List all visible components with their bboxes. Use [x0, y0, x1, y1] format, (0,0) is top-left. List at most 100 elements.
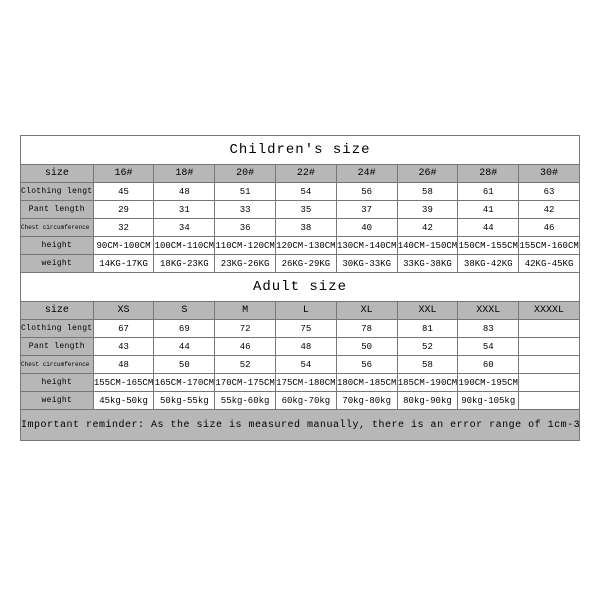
adult-label-height: height — [21, 374, 94, 392]
children-size-4: 24# — [336, 165, 397, 183]
table-cell: 75 — [276, 320, 337, 338]
children-label-height: height — [21, 237, 94, 255]
table-cell: 110CM-120CM — [215, 237, 276, 255]
table-cell: 165CM-170CM — [154, 374, 215, 392]
table-cell: 54 — [276, 183, 337, 201]
table-cell: 42KG-45KG — [519, 255, 580, 273]
children-label-chest: Chest circumference 1/2 — [21, 219, 94, 237]
table-cell: 37 — [336, 201, 397, 219]
table-cell: 70kg-80kg — [336, 392, 397, 410]
table-cell: 55kg-60kg — [215, 392, 276, 410]
table-cell: 90kg-105kg — [458, 392, 519, 410]
table-cell: 36 — [215, 219, 276, 237]
table-cell: 54 — [458, 338, 519, 356]
table-cell: 190CM-195CM — [458, 374, 519, 392]
table-cell — [519, 374, 580, 392]
table-cell: 72 — [215, 320, 276, 338]
children-size-7: 30# — [519, 165, 580, 183]
table-cell: 30KG-33KG — [336, 255, 397, 273]
table-cell — [519, 338, 580, 356]
table-cell: 155CM-165CM — [93, 374, 154, 392]
table-cell: 63 — [519, 183, 580, 201]
children-label-pant: Pant length — [21, 201, 94, 219]
table-cell: 31 — [154, 201, 215, 219]
table-cell: 48 — [93, 356, 154, 374]
adult-size-1: S — [154, 302, 215, 320]
table-cell: 33 — [215, 201, 276, 219]
table-cell: 58 — [397, 183, 458, 201]
table-cell: 34 — [154, 219, 215, 237]
adult-size-3: L — [276, 302, 337, 320]
table-cell: 60kg-70kg — [276, 392, 337, 410]
table-cell: 60 — [458, 356, 519, 374]
table-cell — [519, 356, 580, 374]
table-cell: 14KG-17KG — [93, 255, 154, 273]
table-cell: 52 — [397, 338, 458, 356]
table-cell: 90CM-100CM — [93, 237, 154, 255]
table-cell: 50 — [154, 356, 215, 374]
table-cell: 61 — [458, 183, 519, 201]
table-cell: 38 — [276, 219, 337, 237]
table-cell: 42 — [397, 219, 458, 237]
children-label-weight: weight — [21, 255, 94, 273]
children-label-size: size — [21, 165, 94, 183]
table-cell: 150CM-155CM — [458, 237, 519, 255]
adult-label-size: size — [21, 302, 94, 320]
table-cell — [519, 320, 580, 338]
table-cell: 32 — [93, 219, 154, 237]
table-cell: 45 — [93, 183, 154, 201]
children-size-1: 18# — [154, 165, 215, 183]
table-cell: 46 — [519, 219, 580, 237]
table-cell: 185CM-190CM — [397, 374, 458, 392]
table-cell: 56 — [336, 183, 397, 201]
table-cell: 170CM-175CM — [215, 374, 276, 392]
table-cell: 83 — [458, 320, 519, 338]
table-cell: 35 — [276, 201, 337, 219]
table-cell: 58 — [397, 356, 458, 374]
children-size-6: 28# — [458, 165, 519, 183]
table-cell: 56 — [336, 356, 397, 374]
size-table: Children's size size 16# 18# 20# 22# 24#… — [20, 135, 580, 441]
table-cell: 175CM-180CM — [276, 374, 337, 392]
table-cell: 80kg-90kg — [397, 392, 458, 410]
table-cell: 67 — [93, 320, 154, 338]
table-cell: 155CM-160CM — [519, 237, 580, 255]
table-cell: 18KG-23KG — [154, 255, 215, 273]
table-cell: 140CM-150CM — [397, 237, 458, 255]
children-title: Children's size — [21, 136, 580, 165]
adult-label-weight: weight — [21, 392, 94, 410]
table-cell: 43 — [93, 338, 154, 356]
table-cell: 51 — [215, 183, 276, 201]
table-cell: 54 — [276, 356, 337, 374]
adult-label-pant: Pant length — [21, 338, 94, 356]
table-cell: 50kg-55kg — [154, 392, 215, 410]
table-cell: 29 — [93, 201, 154, 219]
table-cell: 46 — [215, 338, 276, 356]
children-size-3: 22# — [276, 165, 337, 183]
table-cell: 42 — [519, 201, 580, 219]
table-cell: 26KG-29KG — [276, 255, 337, 273]
adult-title: Adult size — [21, 273, 580, 302]
table-cell: 180CM-185CM — [336, 374, 397, 392]
adult-size-6: XXXL — [458, 302, 519, 320]
table-cell: 48 — [276, 338, 337, 356]
adult-size-0: XS — [93, 302, 154, 320]
table-cell — [519, 392, 580, 410]
adult-label-clothing: Clothing length — [21, 320, 94, 338]
table-cell: 45kg-50kg — [93, 392, 154, 410]
adult-size-7: XXXXL — [519, 302, 580, 320]
table-cell: 100CM-110CM — [154, 237, 215, 255]
size-chart: Children's size size 16# 18# 20# 22# 24#… — [20, 135, 580, 441]
table-cell: 130CM-140CM — [336, 237, 397, 255]
reminder-note: Important reminder: As the size is measu… — [21, 410, 580, 441]
table-cell: 40 — [336, 219, 397, 237]
table-cell: 81 — [397, 320, 458, 338]
adult-size-5: XXL — [397, 302, 458, 320]
table-cell: 78 — [336, 320, 397, 338]
children-size-2: 20# — [215, 165, 276, 183]
adult-size-4: XL — [336, 302, 397, 320]
children-size-5: 26# — [397, 165, 458, 183]
adult-size-2: M — [215, 302, 276, 320]
table-cell: 48 — [154, 183, 215, 201]
table-cell: 38KG-42KG — [458, 255, 519, 273]
